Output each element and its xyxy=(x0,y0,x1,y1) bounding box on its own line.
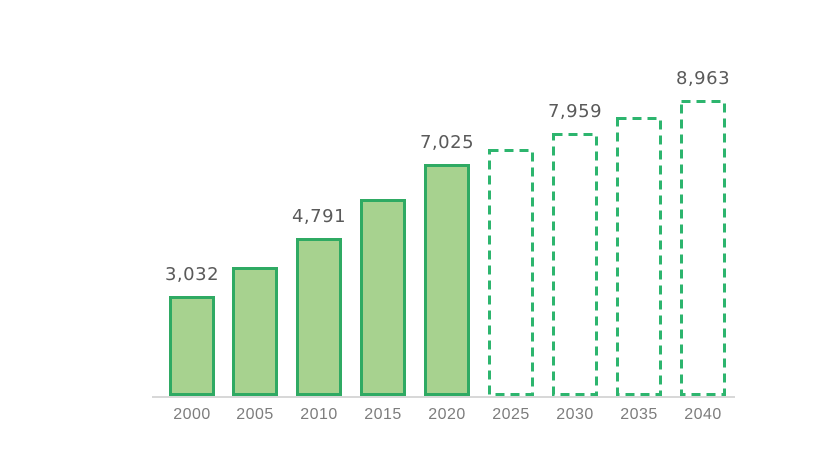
dashed-bar-outline-icon xyxy=(488,149,534,396)
x-tick-2025: 2025 xyxy=(492,406,530,423)
bar-2020 xyxy=(424,164,470,396)
dashed-bar-outline-icon xyxy=(552,133,598,396)
x-tick-2015: 2015 xyxy=(364,406,402,423)
dashed-bar-outline-icon xyxy=(680,100,726,396)
bar-2025-projected xyxy=(488,149,534,396)
data-label-2040: 8,963 xyxy=(675,68,731,89)
x-tick-2005: 2005 xyxy=(236,406,274,423)
x-tick-2000: 2000 xyxy=(173,406,211,423)
data-label-2030: 7,959 xyxy=(547,101,603,122)
bar-2015 xyxy=(360,199,406,396)
data-label-2000: 3,032 xyxy=(164,264,220,285)
bar-2035-projected xyxy=(616,117,662,396)
data-label-2020: 7,025 xyxy=(419,132,475,153)
x-tick-2020: 2020 xyxy=(428,406,466,423)
x-tick-2010: 2010 xyxy=(300,406,338,423)
data-label-2010: 4,791 xyxy=(291,206,347,227)
bar-2005 xyxy=(232,267,278,396)
x-tick-2030: 2030 xyxy=(556,406,594,423)
x-axis-line xyxy=(152,396,735,398)
x-tick-2040: 2040 xyxy=(684,406,722,423)
dashed-bar-outline-icon xyxy=(616,117,662,396)
bar-2040-projected xyxy=(680,100,726,396)
x-tick-2035: 2035 xyxy=(620,406,658,423)
bar-2030-projected xyxy=(552,133,598,396)
bar-2000 xyxy=(169,296,215,396)
bar-2010 xyxy=(296,238,342,396)
